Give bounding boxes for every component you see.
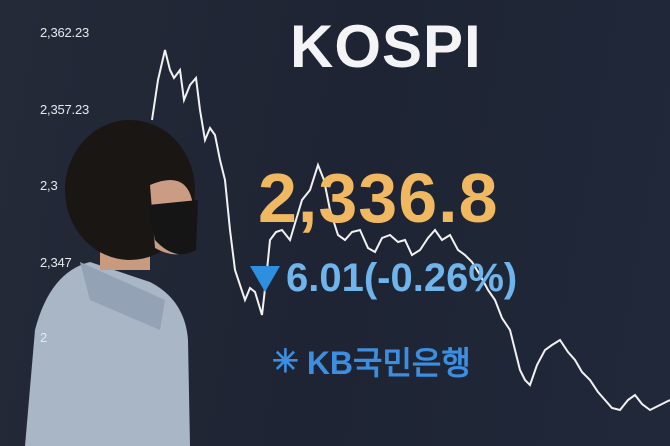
index-change: 6.01(-0.26%) — [250, 256, 517, 301]
down-triangle-icon — [250, 265, 280, 292]
brand-name: KB국민은행 — [306, 345, 471, 381]
y-axis-label: 2,347 — [40, 255, 72, 270]
man-walking — [25, 120, 198, 446]
y-axis-label: 2 — [40, 330, 48, 345]
y-axis-label: 2,357.23 — [40, 102, 90, 117]
change-text: 6.01(-0.26%) — [286, 256, 518, 300]
price-line — [151, 49, 670, 412]
index-value: 2,336.8 — [258, 159, 499, 237]
kb-star-icon: ✳ — [272, 343, 299, 379]
index-title: KOSPI — [290, 13, 482, 80]
kb-bank-logo: ✳ KB국민은행 — [272, 338, 471, 384]
y-axis-label: 2,362.23 — [40, 25, 90, 40]
y-axis-label: 2,3 — [40, 178, 58, 193]
